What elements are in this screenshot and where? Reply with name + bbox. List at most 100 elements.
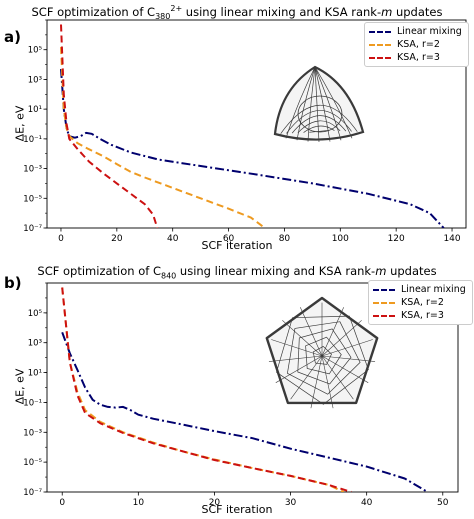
cage-mesh [297,95,343,133]
legend-swatch [373,314,395,317]
legend-swatch [373,288,395,291]
legend-label: Linear mixing [401,284,466,295]
y-tick-label: 10⁵ [28,309,42,319]
title-text: using linear mixing and KSA rank- [182,4,382,19]
y-tick-label: 10⁻³ [23,428,42,438]
y-tick-label: 10⁻⁵ [23,194,42,204]
title-italic: m [375,264,387,278]
cage-mesh [280,105,358,134]
x-tick-label: 40 [361,498,373,508]
cage-mesh [275,355,323,383]
title-text: SCF optimization of C [37,264,161,278]
y-tick-label: 10³ [28,339,42,349]
x-tick-label: 0 [59,498,65,508]
chart-svg: 0 10 20 30 40 50 10⁻⁷ 10⁻⁵ 10⁻³ 10⁻¹ 10¹ 10³ 10⁵ [23,282,459,508]
legend: Linear mixing KSA, r=2 KSA, r=3 [368,280,473,325]
legend-label: KSA, r=2 [397,39,440,50]
y-tick-label: 10⁻³ [23,165,42,175]
legend-swatch [369,30,391,33]
legend-item-linear: Linear mixing [373,283,466,296]
y-tick-label: 10⁵ [28,46,42,56]
cage-mesh [321,355,334,409]
chart-title: SCF optimization of C840 using linear mi… [0,264,474,280]
y-tick-label: 10⁻⁷ [23,224,42,234]
y-axis-label: ΔE, eV [13,105,27,142]
panel-letter: a) [4,28,21,46]
cage-mesh [321,355,354,400]
series-ksa-r2 [60,47,266,228]
cage-mesh [285,66,316,139]
legend-item-r3: KSA, r=3 [369,51,462,64]
legend-swatch [369,43,391,46]
cage-mesh [321,355,369,383]
legend-label: KSA, r=3 [397,52,440,63]
chart-svg: 0 20 40 60 80 100 120 140 10⁻⁷ 10⁻⁵ 10⁻³ 10⁻¹ 10¹ 10³… [23,19,467,244]
cage-mesh [297,328,352,385]
legend-item-linear: Linear mixing [369,25,462,38]
cage-mesh [296,66,316,141]
series-ksa-r3 [60,24,159,228]
title-superscript: 2+ [170,4,183,13]
cage-mesh [310,355,323,409]
y-tick-label: 10¹ [28,105,42,115]
x-axis-label: SCF iteration [201,239,273,252]
cage-mesh [321,339,373,357]
x-tick-label: 120 [388,234,405,244]
cage-mesh [314,66,353,139]
x-tick-label: 50 [437,498,449,508]
cage-mesh [312,345,332,365]
x-tick-label: 10 [133,498,145,508]
x-tick-label: 20 [209,498,221,508]
x-tick-label: 60 [223,234,235,244]
cage-mesh [268,355,323,362]
legend-label: KSA, r=3 [401,310,444,321]
cage-mesh [321,307,344,357]
legend-label: Linear mixing [397,26,462,37]
title-text: SCF optimization of C [31,4,156,19]
series-ksa-r3 [61,287,352,492]
legend-label: KSA, r=2 [401,297,444,308]
cage-mesh [314,66,342,141]
y-tick-label: 10⁻⁵ [23,458,42,468]
y-axis-label: ΔE, eV [13,368,27,405]
x-tick-label: 40 [167,234,179,244]
cage-mesh [290,355,323,400]
x-tick-label: 80 [279,234,291,244]
title-text: updates [386,264,437,278]
y-tick-label: 10¹ [28,369,42,379]
title-text: updates [392,4,443,19]
cage-mesh [314,66,331,142]
series-linear-mixing [61,331,429,492]
x-tick-label: 100 [332,234,349,244]
y-tick-label: 10³ [28,75,42,85]
y-tick-label: 10⁻¹ [23,398,42,408]
x-tick-label: 20 [111,234,123,244]
x-axis-label: SCF iteration [201,503,273,516]
title-subscript: 380 [155,12,171,22]
legend-swatch [373,301,395,304]
panel-b: SCF optimization of C840 using linear mi… [0,260,474,519]
y-tick-label: 10⁻¹ [23,135,42,145]
x-tick-label: 30 [285,498,297,508]
cage-mesh [297,120,341,134]
chart-title: SCF optimization of C3802+ using linear … [0,4,474,21]
cage-mesh [300,307,323,357]
legend-item-r3: KSA, r=3 [373,309,466,322]
panel-letter: b) [4,274,22,292]
cage-mesh [291,115,347,134]
panel-a: SCF optimization of C3802+ using linear … [0,0,474,259]
cage-mesh [309,129,329,133]
legend: Linear mixing KSA, r=2 KSA, r=3 [364,22,469,67]
x-tick-label: 0 [58,234,64,244]
x-tick-label: 140 [443,234,460,244]
fullerene-cage-icon [265,296,379,409]
legend-swatch [369,56,391,59]
fullerene-cage-icon [273,65,365,143]
legend-item-r2: KSA, r=2 [373,296,466,309]
cage-mesh [321,355,376,362]
cage-mesh [271,339,323,357]
cage-mesh [314,66,320,143]
title-italic: m [381,4,393,19]
cage-mesh [307,66,316,142]
series-linear-mixing [60,68,445,228]
